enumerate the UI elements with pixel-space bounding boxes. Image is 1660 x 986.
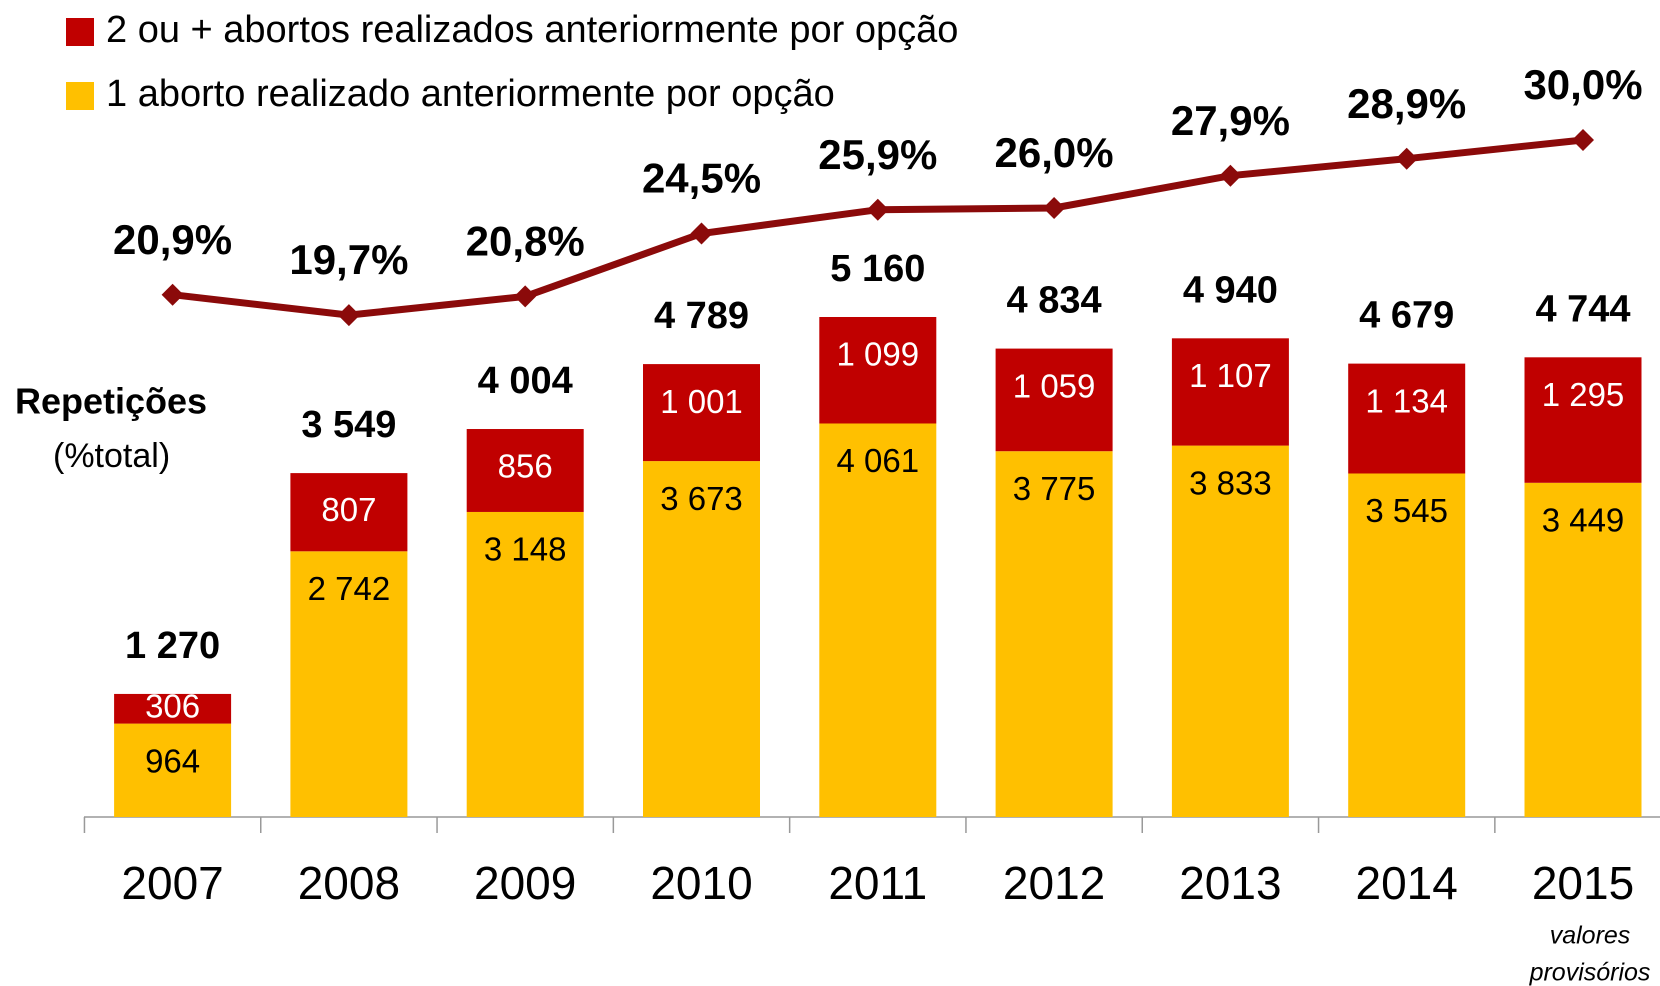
- line-sublabel: (%total): [53, 437, 170, 475]
- segment-label: 3 673: [660, 480, 743, 517]
- total-label: 4 940: [1183, 269, 1278, 311]
- segment-label: 1 134: [1365, 382, 1448, 419]
- segment-label: 1 001: [660, 383, 743, 420]
- total-label: 3 549: [301, 404, 396, 446]
- line-label: Repetições: [15, 381, 207, 422]
- x-tick-label: 2013: [1179, 857, 1281, 909]
- segment-label: 3 833: [1189, 464, 1272, 501]
- bar-segment: [466, 429, 584, 512]
- x-tick-label: 2011: [828, 857, 927, 909]
- segment-label: 1 059: [1013, 367, 1096, 404]
- segment-label: 1 099: [837, 336, 920, 373]
- x-tick-label: 2015: [1532, 857, 1634, 909]
- total-label: 4 679: [1359, 295, 1454, 337]
- bar-segment: [1348, 473, 1466, 817]
- total-label: 4 004: [478, 360, 573, 402]
- line-label: 20,8%: [466, 217, 585, 264]
- x-tick-label: 2009: [474, 857, 576, 909]
- segment-label: 807: [321, 491, 376, 528]
- line-marker: [690, 222, 713, 245]
- total-label: 4 744: [1535, 288, 1630, 330]
- bar-segment: [1171, 445, 1289, 817]
- segment-label: 306: [145, 687, 200, 724]
- segment-label: 964: [145, 742, 200, 779]
- segment-label: 2 742: [308, 570, 391, 607]
- x-tick-label: 2012: [1003, 857, 1105, 909]
- note: provisórios: [1529, 959, 1651, 986]
- total-label: 1 270: [125, 625, 220, 667]
- line-label: 30,0%: [1523, 61, 1642, 108]
- legend-label: 1 aborto realizado anteriormente por opç…: [106, 73, 835, 115]
- line-marker: [337, 304, 360, 327]
- total-label: 4 789: [654, 295, 749, 337]
- bar-segment: [114, 723, 232, 817]
- bar-segment: [1171, 338, 1289, 446]
- legend-swatch: [66, 18, 94, 46]
- note: valores: [1550, 922, 1631, 950]
- segment-label: 4 061: [837, 442, 920, 479]
- line-label: 27,9%: [1171, 97, 1290, 144]
- line-marker: [1572, 129, 1594, 151]
- line-marker: [1043, 197, 1066, 219]
- bar-segment: [995, 451, 1113, 817]
- segment-label: 856: [498, 448, 553, 485]
- x-tick-label: 2014: [1356, 857, 1458, 909]
- line-label: 24,5%: [642, 155, 761, 202]
- line-label: 19,7%: [289, 236, 408, 283]
- bar-segment: [1524, 357, 1642, 483]
- line-marker: [1395, 147, 1418, 170]
- segment-label: 3 775: [1013, 470, 1096, 507]
- x-tick-label: 2010: [650, 857, 752, 909]
- line-label: 25,9%: [818, 131, 937, 178]
- line-marker: [866, 198, 889, 221]
- line-label: 20,9%: [113, 216, 232, 263]
- line-marker: [1219, 164, 1242, 187]
- segment-label: 1 107: [1189, 357, 1272, 394]
- bar-segment: [995, 348, 1113, 452]
- line-marker: [514, 285, 537, 308]
- legend-label: 2 ou + abortos realizados anteriormente …: [106, 9, 958, 51]
- bar-segment: [290, 473, 408, 552]
- legend-swatch: [66, 82, 94, 110]
- bar-segment: [643, 461, 760, 817]
- x-tick-label: 2007: [121, 857, 223, 909]
- line-marker: [161, 283, 184, 306]
- bar-segment: [643, 364, 760, 462]
- segment-label: 3 545: [1365, 492, 1448, 529]
- x-tick-label: 2008: [298, 857, 400, 909]
- bar-segment: [466, 511, 584, 817]
- bar-segment: [290, 551, 408, 817]
- line-label: 28,9%: [1347, 80, 1466, 127]
- total-label: 4 834: [1007, 280, 1102, 322]
- bar-segment: [819, 423, 937, 817]
- segment-label: 3 449: [1542, 502, 1625, 539]
- bar-segment: [1524, 482, 1642, 817]
- bar-segment: [819, 317, 937, 424]
- total-label: 5 160: [830, 248, 925, 290]
- bar-segment: [1348, 363, 1466, 474]
- line-label: 26,0%: [995, 129, 1114, 176]
- segment-label: 3 148: [484, 531, 567, 568]
- segment-label: 1 295: [1542, 376, 1625, 413]
- bar-segment: [114, 693, 232, 724]
